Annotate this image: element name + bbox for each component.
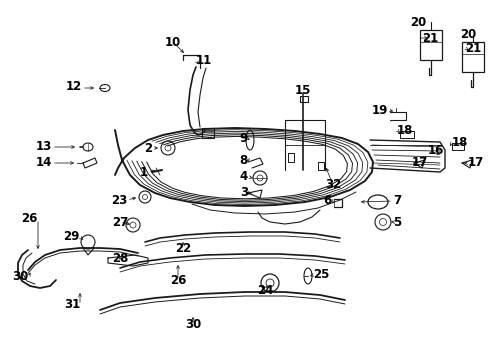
Text: 1: 1 <box>140 166 148 179</box>
Text: 17: 17 <box>467 157 483 170</box>
Text: 15: 15 <box>294 85 310 98</box>
Text: 10: 10 <box>164 36 181 49</box>
Text: 19: 19 <box>371 104 387 117</box>
Text: 31: 31 <box>63 298 80 311</box>
Text: 26: 26 <box>21 212 38 225</box>
Text: 26: 26 <box>169 274 186 287</box>
Text: 23: 23 <box>110 194 127 207</box>
Text: 21: 21 <box>421 31 437 45</box>
Text: 9: 9 <box>239 132 247 145</box>
Text: 28: 28 <box>112 252 128 265</box>
Bar <box>461 42 483 72</box>
Text: 13: 13 <box>36 140 52 153</box>
Text: 6: 6 <box>323 194 331 207</box>
Text: 30: 30 <box>184 319 201 332</box>
Text: 30: 30 <box>12 270 28 284</box>
Text: 21: 21 <box>464 41 480 54</box>
Text: 27: 27 <box>112 216 128 229</box>
Text: 25: 25 <box>312 269 329 282</box>
Text: 22: 22 <box>175 242 191 255</box>
Text: 16: 16 <box>427 144 444 158</box>
Text: 20: 20 <box>459 28 475 41</box>
Text: 18: 18 <box>396 123 412 136</box>
Text: 29: 29 <box>63 230 80 243</box>
Text: 2: 2 <box>143 141 152 154</box>
Text: 18: 18 <box>451 135 468 148</box>
Text: 24: 24 <box>256 284 273 297</box>
Text: 14: 14 <box>36 157 52 170</box>
Bar <box>202 128 214 138</box>
Text: 12: 12 <box>65 81 82 94</box>
Text: 4: 4 <box>239 171 247 184</box>
Text: 32: 32 <box>324 179 341 192</box>
Text: 3: 3 <box>240 186 247 199</box>
Text: 8: 8 <box>239 153 247 166</box>
Text: 17: 17 <box>411 157 427 170</box>
Text: 7: 7 <box>392 194 400 207</box>
Bar <box>419 30 441 60</box>
Text: 5: 5 <box>392 216 401 229</box>
Text: 11: 11 <box>196 54 212 67</box>
Text: 20: 20 <box>409 15 425 28</box>
